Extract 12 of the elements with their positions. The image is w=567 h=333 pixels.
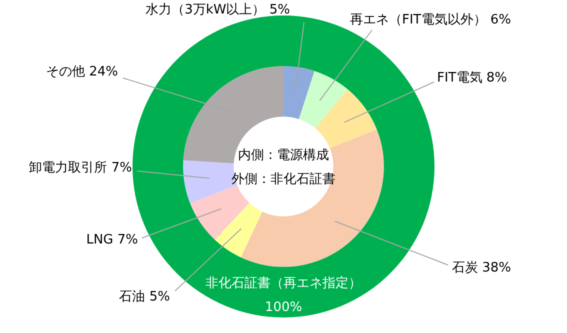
category-label: 再エネ（FIT電気以外） 6% [350,12,512,28]
data-label: 100% [264,300,302,315]
slice-label: 非化石証書（再エネ指定） [206,276,362,291]
category-label: 石炭 38% [452,260,512,276]
category-label: その他 24% [46,64,118,80]
category-label: 卸電力取引所 7% [29,160,132,176]
category-label: 水力（3万kW以上） 5% [146,2,290,18]
category-label: LNG 7% [86,232,138,248]
text: 外側：非化石証書 [232,172,336,187]
category-label: 石油 5% [119,289,170,304]
text: 内側：電源構成 [238,148,329,163]
category-label: FIT電気 8% [437,70,508,86]
